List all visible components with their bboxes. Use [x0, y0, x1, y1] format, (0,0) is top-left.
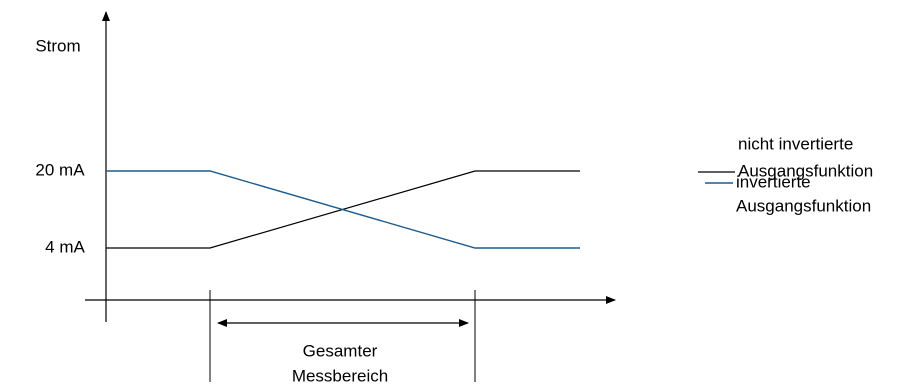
range-label: Messbereich — [292, 366, 388, 385]
level-label: 20 mA — [35, 160, 85, 179]
inverted-curve — [106, 170, 580, 249]
y-axis-label: Strom — [35, 36, 80, 55]
legend-label: Ausgangsfunktion — [738, 161, 873, 180]
range-label: Gesamter — [303, 341, 378, 360]
level-label: 4 mA — [45, 237, 85, 256]
legend-label: nicht invertierte — [738, 134, 853, 153]
legend-label: invertierte — [736, 172, 811, 191]
legend-label: Ausgangsfunktion — [736, 196, 871, 215]
